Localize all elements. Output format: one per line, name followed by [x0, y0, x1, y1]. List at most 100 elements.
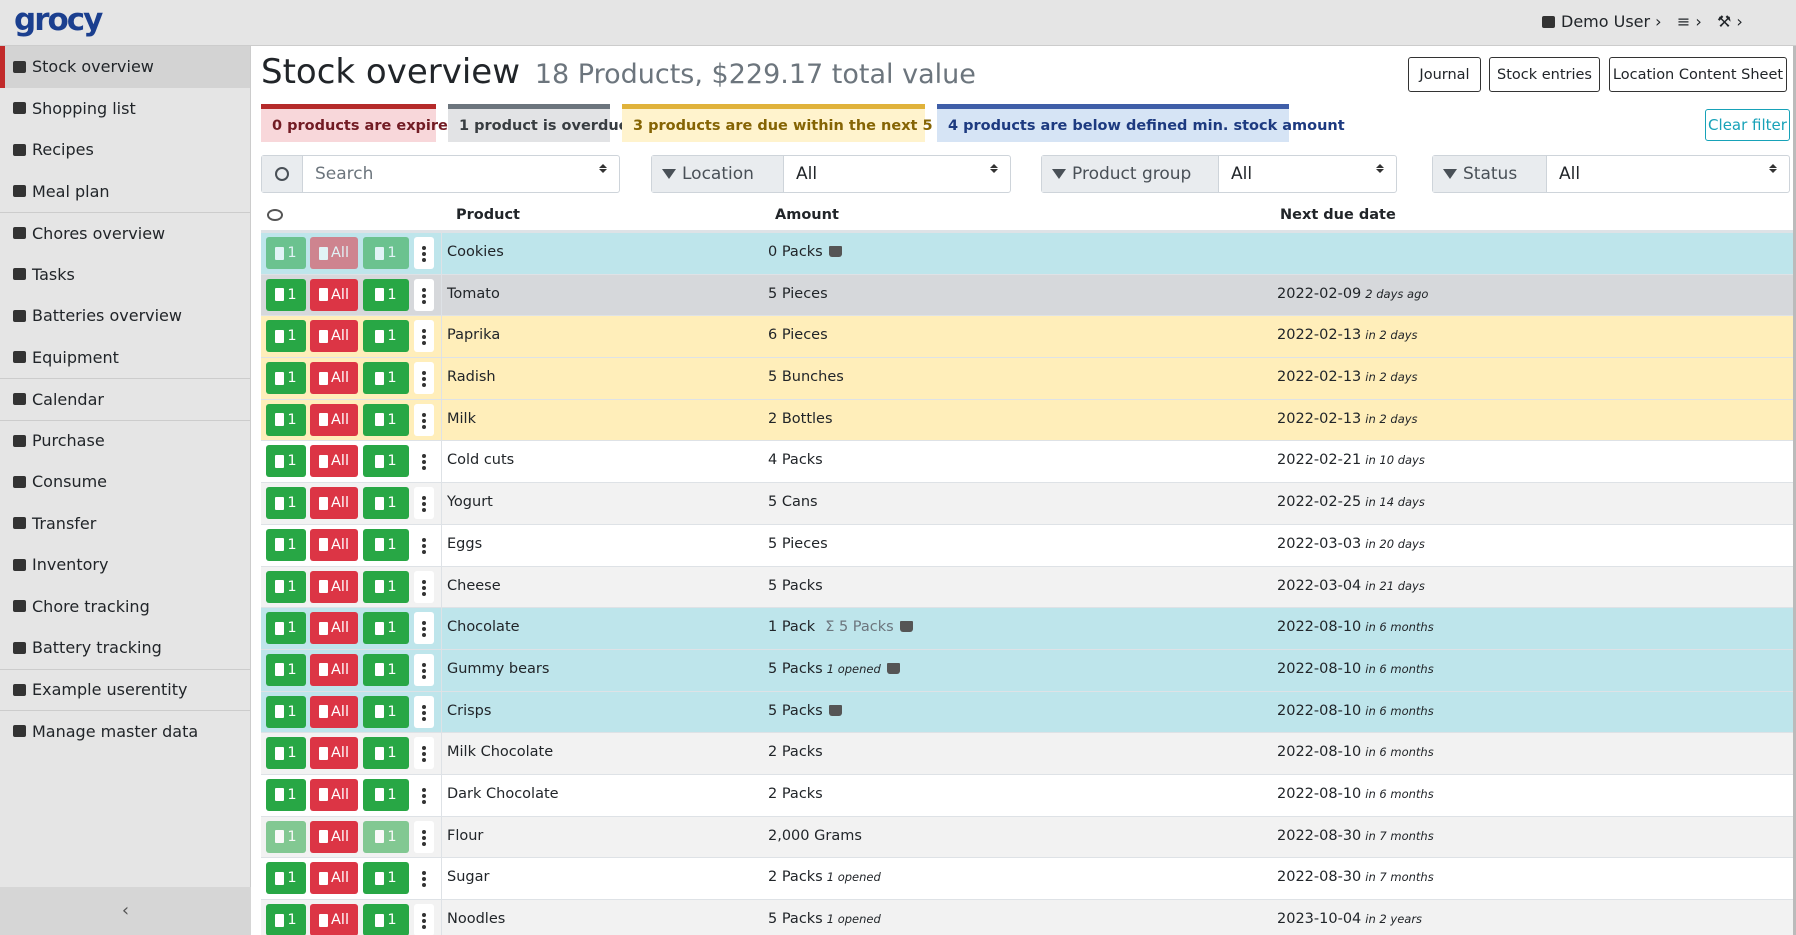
header-button[interactable]: Location Content Sheet — [1609, 57, 1787, 92]
action-button[interactable]: 1 — [266, 278, 306, 311]
nav-item[interactable]: Meal plan — [0, 171, 250, 213]
nav-item[interactable]: Stock overview — [0, 46, 250, 88]
product-name[interactable]: Tomato — [447, 285, 500, 302]
action-button[interactable]: 1 — [363, 570, 409, 603]
product-name[interactable]: Chocolate — [447, 619, 520, 636]
action-button[interactable]: 1 — [363, 653, 409, 686]
nav-item[interactable]: Battery tracking — [0, 627, 250, 669]
action-button[interactable]: All — [310, 778, 358, 811]
action-button[interactable]: 1 — [363, 320, 409, 353]
product-name[interactable]: Gummy bears — [447, 660, 550, 677]
nav-label[interactable]: Consume — [32, 472, 108, 492]
product-name[interactable]: Milk Chocolate — [447, 744, 554, 761]
product-name[interactable]: Dark Chocolate — [447, 785, 559, 802]
action-button[interactable]: 1 — [266, 403, 306, 436]
action-button[interactable]: 1 — [266, 778, 306, 811]
more-actions[interactable] — [414, 320, 434, 353]
action-button[interactable]: 1 — [363, 737, 409, 770]
action-button[interactable]: 1 — [266, 528, 306, 561]
collapse-sidebar[interactable]: ‹ — [0, 887, 251, 935]
product-name[interactable]: Radish — [447, 369, 496, 386]
action-button[interactable]: All — [310, 362, 358, 395]
nav-item[interactable]: Transfer — [0, 503, 250, 545]
header-button[interactable]: Stock entries — [1489, 57, 1600, 92]
action-button[interactable]: 1 — [266, 653, 306, 686]
more-actions[interactable] — [414, 737, 434, 770]
action-button[interactable]: 1 — [363, 528, 409, 561]
action-button[interactable]: 1 — [363, 403, 409, 436]
nav-item[interactable]: Consume — [0, 461, 250, 503]
more-actions[interactable] — [414, 570, 434, 603]
action-button[interactable]: All — [310, 820, 358, 853]
search-input[interactable]: Search — [303, 156, 619, 192]
product-name[interactable]: Cookies — [447, 244, 504, 260]
action-button[interactable]: All — [310, 278, 358, 311]
nav-item[interactable]: Recipes — [0, 129, 250, 171]
action-button[interactable]: All — [310, 403, 358, 436]
clear-filter[interactable]: Clear filter — [1705, 109, 1790, 141]
nav-label[interactable]: Purchase — [32, 431, 105, 451]
action-button[interactable]: All — [310, 570, 358, 603]
action-button[interactable]: All — [310, 612, 358, 645]
product-name[interactable]: Sugar — [447, 869, 490, 886]
more-actions[interactable] — [414, 612, 434, 645]
search[interactable]: Search — [261, 155, 620, 193]
nav-label[interactable]: Equipment — [32, 347, 119, 367]
action-button[interactable]: 1 — [363, 862, 409, 895]
action-button[interactable]: All — [310, 653, 358, 686]
logo[interactable]: grocy — [14, 2, 103, 38]
action-button[interactable]: 1 — [266, 904, 306, 935]
action-button[interactable]: 1 — [266, 445, 306, 478]
nav-label[interactable]: Battery tracking — [32, 638, 162, 658]
action-button[interactable]: 1 — [363, 612, 409, 645]
action-button[interactable]: All — [310, 695, 358, 728]
action-button[interactable]: All — [310, 487, 358, 520]
action-button[interactable]: 1 — [363, 278, 409, 311]
nav-label[interactable]: Batteries overview — [32, 306, 182, 326]
status-filter[interactable]: 4 products are below defined min. stock … — [937, 104, 1345, 142]
action-button[interactable]: 1 — [266, 320, 306, 353]
action-button[interactable]: All — [310, 904, 358, 935]
product-name[interactable]: Eggs — [447, 535, 483, 552]
user-name[interactable]: Demo User — [1561, 12, 1651, 31]
action-button[interactable]: 1 — [363, 778, 409, 811]
nav-label[interactable]: Chores overview — [32, 223, 166, 243]
nav-label[interactable]: Manage master data — [32, 721, 199, 741]
nav-item[interactable]: Shopping list — [0, 88, 250, 130]
more-actions[interactable] — [414, 862, 434, 895]
nav-item[interactable]: Chore tracking — [0, 586, 250, 628]
more-actions[interactable] — [414, 653, 434, 686]
product-name[interactable]: Cold cuts — [447, 452, 515, 469]
nav-item[interactable]: Equipment — [0, 337, 250, 379]
nav-label[interactable]: Inventory — [32, 555, 109, 575]
action-button[interactable]: 1 — [363, 487, 409, 520]
filter-select[interactable]: All — [1547, 156, 1789, 192]
more-actions[interactable] — [414, 695, 434, 728]
more-actions[interactable] — [414, 528, 434, 561]
nav-label[interactable]: Calendar — [32, 389, 104, 409]
product-name[interactable]: Milk — [447, 410, 476, 427]
status-filter[interactable]: 0 products are expired — [261, 104, 458, 142]
nav-item[interactable]: Manage master data — [0, 710, 250, 752]
product-name[interactable]: Crisps — [447, 702, 492, 719]
action-button[interactable]: 1 — [266, 695, 306, 728]
nav-label[interactable]: Tasks — [32, 264, 75, 284]
nav-label[interactable]: Stock overview — [32, 57, 154, 77]
header-button[interactable]: Journal — [1408, 57, 1481, 92]
more-actions[interactable] — [414, 820, 434, 853]
action-button[interactable]: All — [310, 862, 358, 895]
action-button[interactable]: 1 — [363, 445, 409, 478]
nav-label[interactable]: Example userentity — [32, 680, 188, 700]
status-filter[interactable]: 1 product is overdue — [448, 104, 629, 142]
product-name[interactable]: Paprika — [447, 327, 501, 344]
action-button[interactable]: 1 — [363, 904, 409, 935]
nav-label[interactable]: Meal plan — [32, 181, 110, 201]
action-button[interactable]: 1 — [266, 862, 306, 895]
nav-label[interactable]: Transfer — [32, 513, 97, 533]
action-button[interactable]: 1 — [266, 362, 306, 395]
more-actions[interactable] — [414, 237, 434, 269]
filter-select[interactable]: All — [784, 156, 1010, 192]
filter-select[interactable]: All — [1219, 156, 1396, 192]
more-actions[interactable] — [414, 445, 434, 478]
action-button[interactable]: 1 — [266, 570, 306, 603]
